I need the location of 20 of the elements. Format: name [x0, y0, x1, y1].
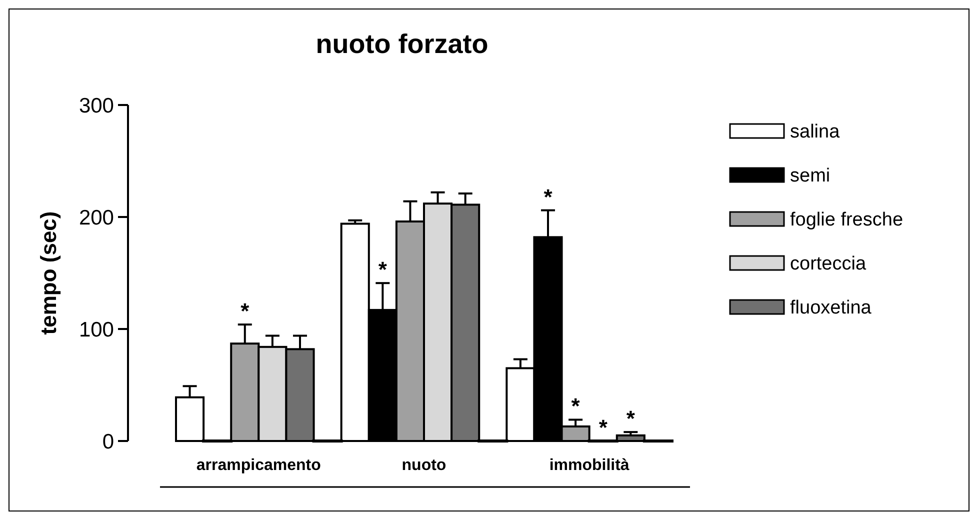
data-label: *	[626, 406, 636, 432]
chart-title: nuoto forzato	[316, 29, 488, 59]
data-label: *	[571, 394, 580, 419]
y-tick-label: 300	[78, 94, 114, 118]
x-tick-label: arrampicamento	[196, 457, 322, 474]
legend-label: fluoxetina	[790, 298, 872, 319]
data-label: *	[240, 298, 250, 324]
y-tick-label: 0	[102, 430, 114, 454]
y-tick-label: 100	[78, 318, 114, 342]
legend-label: semi	[790, 166, 830, 187]
data-label: *	[598, 415, 608, 440]
x-tick-label: nuoto	[402, 457, 446, 474]
y-tick-label: 200	[78, 206, 114, 230]
legend-label: foglie fresche	[790, 210, 904, 231]
data-label: *	[544, 184, 553, 210]
legend-label: corteccia	[790, 254, 866, 275]
x-tick-label: immobilità	[549, 457, 630, 474]
legend-label: salina	[790, 122, 840, 143]
data-label: *	[378, 257, 388, 282]
y-axis-title: tempo (sec)	[36, 211, 61, 335]
